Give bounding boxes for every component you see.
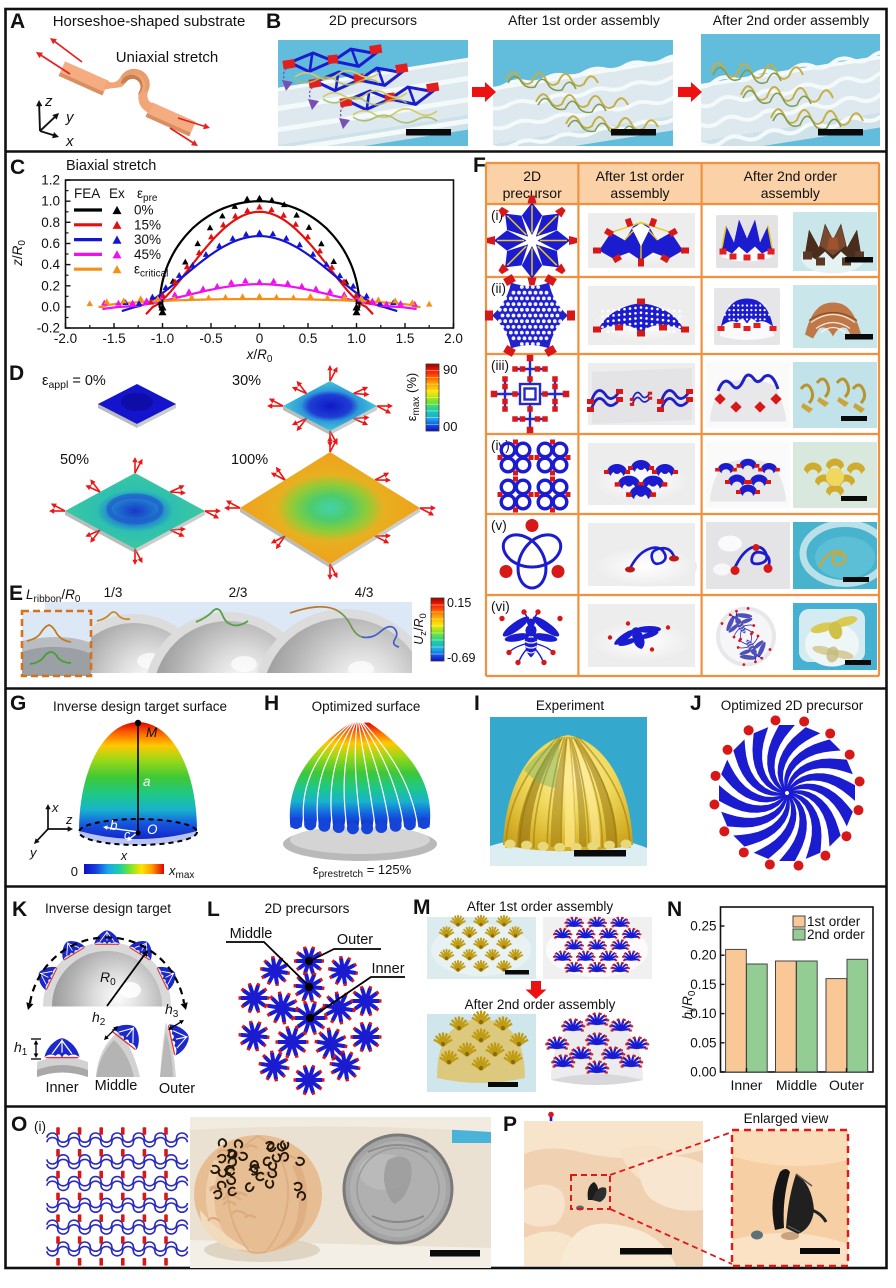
- svg-text:0%: 0%: [134, 203, 154, 218]
- svg-text:0.4: 0.4: [41, 257, 60, 272]
- svg-text:2.0: 2.0: [444, 331, 463, 346]
- svg-text:0.0: 0.0: [41, 299, 60, 314]
- svg-text:0.6: 0.6: [41, 236, 60, 251]
- svg-text:(i): (i): [34, 1119, 46, 1134]
- svg-text:-1.0: -1.0: [151, 331, 174, 346]
- svg-text:Outer: Outer: [337, 932, 373, 948]
- svg-text:2nd order: 2nd order: [807, 927, 865, 942]
- svg-text:4/3: 4/3: [355, 585, 374, 600]
- svg-text:1.5: 1.5: [396, 331, 415, 346]
- svg-text:0.8: 0.8: [41, 215, 60, 230]
- svg-text:1/3: 1/3: [104, 585, 123, 600]
- svg-text:M: M: [413, 896, 431, 919]
- svg-text:After 2nd order assembly: After 2nd order assembly: [713, 12, 869, 28]
- svg-text:Inverse design target: Inverse design target: [45, 901, 171, 916]
- svg-text:(v): (v): [491, 518, 507, 533]
- svg-text:0.5: 0.5: [299, 331, 318, 346]
- svg-text:a: a: [143, 774, 151, 789]
- svg-text:2D precursors: 2D precursors: [329, 12, 417, 28]
- svg-text:-0.2: -0.2: [37, 321, 60, 336]
- svg-text:Optimized surface: Optimized surface: [312, 699, 421, 714]
- svg-text:0: 0: [256, 331, 264, 346]
- svg-text:x: x: [65, 133, 74, 150]
- svg-text:Horseshoe-shaped substrate: Horseshoe-shaped substrate: [53, 13, 246, 30]
- svg-text:After 2nd order assembly: After 2nd order assembly: [465, 997, 616, 1012]
- svg-text:-0.69: -0.69: [447, 651, 476, 665]
- svg-text:00: 00: [443, 419, 457, 434]
- svg-text:90: 90: [443, 362, 457, 377]
- svg-text:0.25: 0.25: [690, 919, 716, 934]
- svg-text:-1.5: -1.5: [102, 331, 125, 346]
- svg-text:-0.5: -0.5: [199, 331, 222, 346]
- svg-text:After 1st order: After 1st order: [596, 168, 685, 184]
- svg-text:Outer: Outer: [159, 1081, 195, 1097]
- svg-text:Inner: Inner: [371, 961, 404, 977]
- svg-text:Middle: Middle: [230, 926, 273, 942]
- svg-text:1.0: 1.0: [347, 331, 366, 346]
- svg-text:Ex: Ex: [109, 186, 125, 201]
- svg-text:F: F: [473, 154, 486, 177]
- svg-text:After 1st order assembly: After 1st order assembly: [508, 12, 660, 28]
- svg-text:Inverse design target surface: Inverse design target surface: [53, 699, 227, 714]
- svg-text:B: B: [266, 10, 281, 33]
- svg-text:b: b: [110, 818, 118, 833]
- svg-text:J: J: [690, 692, 702, 715]
- svg-text:(vi): (vi): [491, 599, 510, 614]
- svg-text:50%: 50%: [60, 452, 89, 468]
- svg-text:0.20: 0.20: [690, 948, 716, 963]
- svg-text:0.2: 0.2: [41, 278, 60, 293]
- svg-text:Experiment: Experiment: [536, 698, 605, 713]
- svg-text:Middle: Middle: [776, 1077, 817, 1093]
- svg-text:Uniaxial stretch: Uniaxial stretch: [116, 49, 219, 66]
- svg-text:assembly: assembly: [761, 185, 820, 201]
- svg-text:15%: 15%: [134, 217, 161, 232]
- svg-text:O: O: [11, 1113, 27, 1136]
- svg-text:G: G: [10, 692, 26, 715]
- svg-text:2/3: 2/3: [229, 585, 248, 600]
- svg-text:I: I: [474, 692, 480, 715]
- svg-text:FEA: FEA: [74, 186, 100, 201]
- svg-text:assembly: assembly: [610, 185, 669, 201]
- svg-text:Optimized 2D precursor: Optimized 2D precursor: [721, 698, 864, 713]
- svg-text:Biaxial stretch: Biaxial stretch: [66, 158, 156, 174]
- svg-text:x: x: [51, 800, 59, 815]
- svg-text:O: O: [147, 822, 158, 837]
- svg-text:(iii): (iii): [491, 358, 509, 373]
- svg-text:Middle: Middle: [95, 1078, 138, 1094]
- svg-text:100%: 100%: [231, 452, 268, 468]
- svg-text:N: N: [667, 898, 682, 921]
- svg-text:(ii): (ii): [491, 281, 506, 296]
- svg-text:z: z: [44, 93, 53, 110]
- svg-text:45%: 45%: [134, 247, 161, 262]
- svg-text:K: K: [12, 898, 27, 921]
- svg-text:1.2: 1.2: [41, 173, 60, 188]
- svg-text:2D: 2D: [523, 168, 541, 184]
- svg-text:30%: 30%: [134, 232, 161, 247]
- svg-text:0.15: 0.15: [447, 596, 471, 610]
- svg-text:0.15: 0.15: [690, 977, 716, 992]
- svg-text:2D precursors: 2D precursors: [265, 901, 350, 916]
- svg-text:1.0: 1.0: [41, 194, 60, 209]
- svg-text:After 1st order assembly: After 1st order assembly: [467, 899, 614, 914]
- svg-text:c: c: [124, 828, 131, 842]
- svg-text:C: C: [10, 156, 25, 179]
- svg-text:30%: 30%: [232, 373, 261, 389]
- svg-text:D: D: [9, 362, 24, 385]
- svg-text:A: A: [10, 10, 25, 33]
- svg-text:Inner: Inner: [731, 1077, 763, 1093]
- svg-text:x: x: [120, 849, 128, 863]
- svg-text:After 2nd order: After 2nd order: [744, 168, 838, 184]
- svg-text:M: M: [146, 725, 158, 740]
- svg-text:P: P: [503, 1113, 517, 1136]
- svg-text:z: z: [65, 812, 73, 827]
- svg-text:Inner: Inner: [45, 1080, 78, 1096]
- svg-text:Enlarged view: Enlarged view: [744, 1111, 829, 1126]
- svg-text:0.05: 0.05: [690, 1035, 716, 1050]
- svg-text:Outer: Outer: [829, 1077, 864, 1093]
- svg-text:L: L: [207, 898, 220, 921]
- svg-text:0: 0: [71, 864, 78, 879]
- svg-text:E: E: [9, 582, 23, 605]
- svg-text:H: H: [264, 692, 279, 715]
- svg-text:0.00: 0.00: [690, 1065, 716, 1080]
